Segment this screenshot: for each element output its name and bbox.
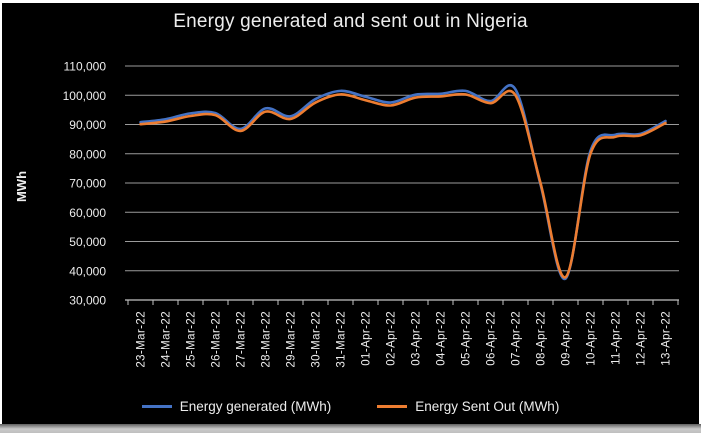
svg-text:28-Mar-22: 28-Mar-22	[261, 311, 273, 368]
svg-text:25-Mar-22: 25-Mar-22	[186, 311, 198, 368]
svg-text:26-Mar-22: 26-Mar-22	[211, 311, 223, 368]
legend-item-energy-sent-out: Energy Sent Out (MWh)	[377, 399, 559, 414]
svg-text:02-Apr-22: 02-Apr-22	[386, 311, 398, 366]
svg-text:10-Apr-22: 10-Apr-22	[586, 311, 598, 366]
svg-text:04-Apr-22: 04-Apr-22	[436, 311, 448, 366]
legend: Energy generated (MWh) Energy Sent Out (…	[0, 399, 701, 414]
svg-text:03-Apr-22: 03-Apr-22	[411, 311, 423, 366]
svg-text:08-Apr-22: 08-Apr-22	[536, 311, 548, 366]
svg-text:13-Apr-22: 13-Apr-22	[661, 311, 673, 366]
legend-item-energy-generated: Energy generated (MWh)	[141, 399, 332, 414]
svg-text:01-Apr-22: 01-Apr-22	[361, 311, 373, 366]
svg-text:110,000: 110,000	[64, 60, 107, 74]
svg-text:11-Apr-22: 11-Apr-22	[611, 311, 623, 365]
chart-area	[2, 3, 699, 424]
svg-text:40,000: 40,000	[69, 264, 106, 278]
svg-text:60,000: 60,000	[69, 206, 106, 220]
svg-text:50,000: 50,000	[69, 235, 106, 249]
svg-text:30-Mar-22: 30-Mar-22	[311, 311, 323, 368]
svg-text:23-Mar-22: 23-Mar-22	[136, 311, 148, 368]
svg-text:07-Apr-22: 07-Apr-22	[511, 311, 523, 366]
svg-text:12-Apr-22: 12-Apr-22	[636, 311, 648, 366]
chart-title: Energy generated and sent out in Nigeria	[173, 11, 528, 32]
legend-label-energy-generated: Energy generated (MWh)	[179, 399, 332, 414]
svg-text:27-Mar-22: 27-Mar-22	[236, 311, 248, 368]
svg-text:09-Apr-22: 09-Apr-22	[561, 311, 573, 366]
svg-text:30,000: 30,000	[69, 294, 106, 308]
window-bottom-strip	[0, 424, 701, 433]
svg-text:29-Mar-22: 29-Mar-22	[286, 311, 298, 368]
legend-label-energy-sent-out: Energy Sent Out (MWh)	[415, 399, 560, 414]
svg-text:90,000: 90,000	[69, 118, 106, 132]
legend-line-swatch-orange	[377, 405, 408, 408]
svg-text:24-Mar-22: 24-Mar-22	[161, 311, 173, 368]
svg-text:06-Apr-22: 06-Apr-22	[486, 311, 498, 366]
svg-text:80,000: 80,000	[69, 147, 106, 161]
svg-text:31-Mar-22: 31-Mar-22	[336, 311, 348, 368]
legend-line-swatch-blue	[141, 405, 172, 408]
svg-text:100,000: 100,000	[63, 89, 107, 103]
svg-text:05-Apr-22: 05-Apr-22	[461, 311, 473, 366]
svg-text:70,000: 70,000	[69, 177, 106, 191]
